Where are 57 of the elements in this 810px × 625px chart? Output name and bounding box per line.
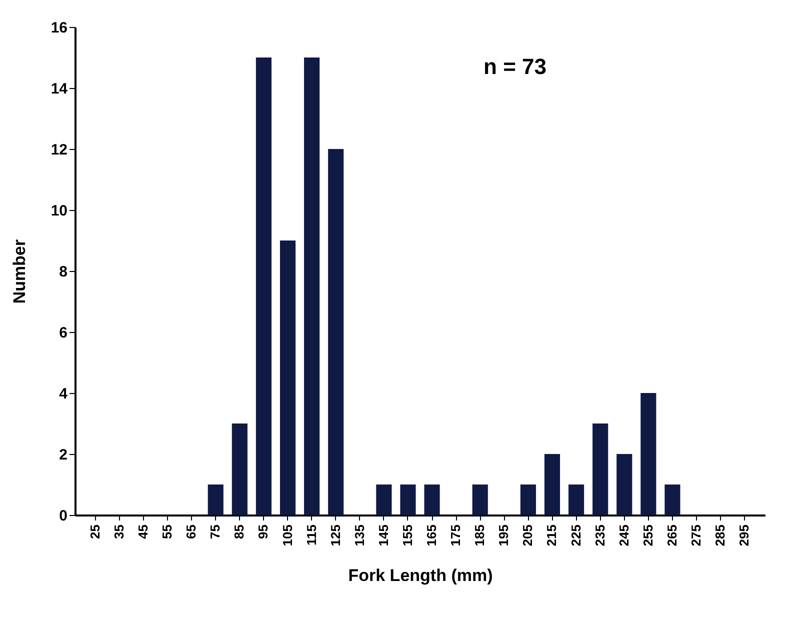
annotation: n = 73	[484, 54, 546, 79]
bar	[568, 484, 584, 515]
y-tick-label: 0	[59, 508, 68, 524]
y-axis-title: Number	[10, 239, 29, 304]
x-tick-label: 175	[448, 524, 464, 546]
x-tick-label: 145	[376, 524, 391, 546]
x-tick-label: 45	[136, 524, 151, 539]
x-tick-label: 35	[111, 524, 126, 539]
x-tick-label: 75	[208, 524, 223, 539]
bar	[664, 484, 680, 515]
bar	[472, 484, 488, 515]
x-tick-label: 95	[256, 524, 271, 539]
y-tick-label: 12	[50, 142, 68, 158]
bar	[232, 424, 248, 515]
bar	[256, 58, 272, 515]
bar	[640, 393, 656, 515]
x-tick-label: 85	[232, 524, 247, 539]
x-tick-label: 165	[424, 524, 440, 546]
x-tick-label: 265	[664, 524, 680, 546]
bar	[208, 484, 224, 515]
x-tick-label: 195	[496, 524, 512, 546]
x-tick-label: 255	[640, 524, 656, 546]
y-tick-label: 8	[59, 264, 68, 280]
y-tick-label: 16	[50, 20, 68, 36]
x-tick-label: 185	[472, 524, 488, 546]
x-tick-label: 245	[616, 524, 632, 546]
bar	[424, 484, 440, 515]
x-tick-label: 25	[87, 524, 102, 539]
x-tick-label: 105	[280, 524, 295, 546]
x-tick-label: 115	[304, 524, 319, 546]
y-tick-label: 10	[50, 202, 68, 220]
x-tick-label: 55	[160, 524, 175, 539]
x-tick-label: 65	[184, 524, 199, 539]
x-axis-title: Fork Length (mm)	[348, 566, 493, 586]
x-tick-label: 285	[712, 524, 728, 546]
y-tick-label: 2	[59, 446, 68, 464]
bar	[616, 454, 632, 515]
bar	[520, 484, 536, 515]
y-tick-label: 4	[59, 386, 68, 402]
y-tick-label: 6	[59, 324, 68, 342]
bar	[280, 240, 296, 515]
x-tick-label: 295	[736, 524, 752, 546]
x-tick-label: 225	[568, 524, 584, 546]
x-tick-label: 275	[688, 524, 704, 546]
y-tick-label: 14	[50, 80, 68, 98]
bar	[376, 484, 392, 515]
bar	[400, 484, 416, 515]
x-tick-label: 135	[352, 524, 367, 546]
bar	[592, 424, 608, 515]
x-tick-label: 155	[400, 524, 415, 546]
x-tick-label: 235	[592, 524, 608, 546]
x-tick-label: 205	[520, 524, 536, 546]
bar	[304, 58, 320, 515]
x-tick-label: 125	[328, 524, 343, 546]
bar	[328, 149, 344, 515]
x-tick-label: 215	[544, 524, 560, 546]
bar	[544, 454, 560, 515]
